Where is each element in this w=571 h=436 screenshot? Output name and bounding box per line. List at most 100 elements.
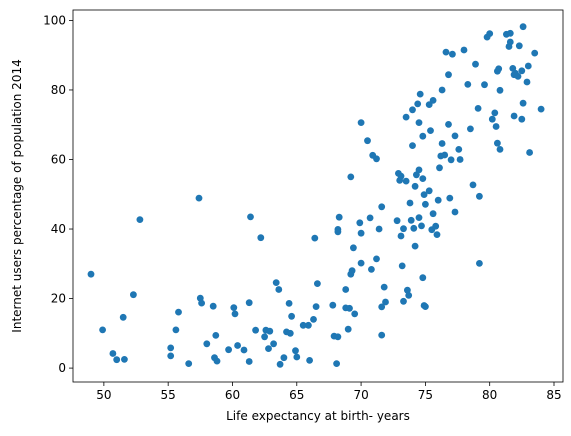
data-point (231, 310, 239, 318)
data-point (404, 286, 411, 294)
data-point (486, 30, 494, 37)
data-point (429, 210, 437, 218)
data-point (406, 199, 414, 207)
data-point (397, 232, 405, 240)
data-point (172, 326, 180, 334)
data-point (335, 213, 343, 221)
data-point (414, 100, 422, 108)
data-point (518, 115, 526, 123)
x-tick-label: 70 (353, 388, 368, 402)
data-point (411, 182, 419, 190)
data-point (285, 300, 293, 307)
data-point (419, 175, 427, 183)
data-point (334, 333, 342, 341)
x-tick-label: 50 (96, 388, 111, 402)
data-point (410, 224, 418, 232)
data-point (252, 326, 259, 334)
data-point (275, 286, 283, 293)
data-point (506, 38, 514, 46)
plot-frame (72, 9, 564, 383)
data-point (524, 62, 532, 70)
data-point (460, 46, 468, 54)
data-point (476, 192, 483, 200)
x-axis-ticks: 50 55 60 65 70 75 80 85 (96, 382, 562, 402)
data-point (373, 155, 380, 163)
data-point (366, 214, 374, 222)
data-point (375, 225, 383, 233)
data-point (382, 298, 389, 306)
x-tick-label: 65 (289, 388, 304, 402)
data-point (329, 301, 337, 309)
data-point (234, 342, 242, 349)
data-point (203, 340, 211, 348)
data-point (136, 216, 144, 224)
data-point (393, 217, 401, 225)
y-tick-label: 0 (58, 361, 66, 375)
data-point (213, 357, 221, 365)
data-point (481, 81, 488, 89)
data-point (416, 90, 424, 98)
data-point (447, 156, 455, 164)
data-point (464, 81, 472, 88)
data-point (518, 67, 526, 75)
data-point (519, 99, 527, 107)
data-point (347, 173, 355, 181)
data-point (451, 208, 459, 216)
data-point (288, 312, 295, 320)
data-point (531, 49, 539, 57)
data-point (419, 132, 427, 140)
data-point (121, 356, 128, 363)
data-point (265, 345, 272, 352)
data-point (429, 97, 437, 104)
data-point (409, 106, 416, 114)
data-point (346, 304, 353, 312)
data-point (420, 191, 428, 199)
data-point (523, 78, 531, 86)
data-point (195, 194, 203, 202)
x-tick-label: 55 (161, 388, 176, 402)
data-point (378, 203, 386, 211)
data-point (418, 222, 425, 230)
data-point (311, 234, 319, 242)
y-tick-label: 20 (51, 292, 66, 306)
data-point (280, 354, 288, 362)
y-tick-label: 80 (51, 83, 66, 97)
data-point (306, 357, 313, 364)
data-point (510, 112, 518, 120)
data-point (240, 346, 248, 354)
data-point (356, 219, 364, 227)
data-point (368, 266, 375, 273)
data-point (442, 48, 450, 56)
data-point (344, 325, 352, 333)
data-point (438, 86, 446, 94)
data-point (434, 196, 442, 204)
data-point (496, 86, 504, 94)
data-point (209, 302, 217, 310)
data-point (310, 316, 317, 323)
x-tick-label: 85 (546, 388, 561, 402)
data-point (378, 331, 386, 339)
data-point (230, 304, 238, 311)
data-point (438, 140, 446, 147)
data-point (409, 142, 416, 150)
data-point (312, 303, 320, 310)
data-point (526, 149, 533, 156)
data-point (427, 127, 434, 134)
data-point (357, 229, 365, 237)
data-point (342, 286, 350, 293)
data-point (276, 360, 284, 368)
data-point (270, 340, 277, 348)
x-tick-label: 75 (418, 388, 433, 402)
data-point (415, 214, 423, 222)
data-point (109, 350, 117, 357)
data-point (364, 137, 371, 145)
data-point (305, 321, 312, 329)
data-point (422, 303, 429, 310)
data-point (451, 132, 459, 140)
y-tick-label: 40 (51, 222, 66, 236)
data-point (212, 332, 220, 339)
data-point (373, 255, 380, 263)
data-point (411, 242, 419, 250)
data-point (198, 299, 206, 307)
data-point (225, 346, 233, 354)
